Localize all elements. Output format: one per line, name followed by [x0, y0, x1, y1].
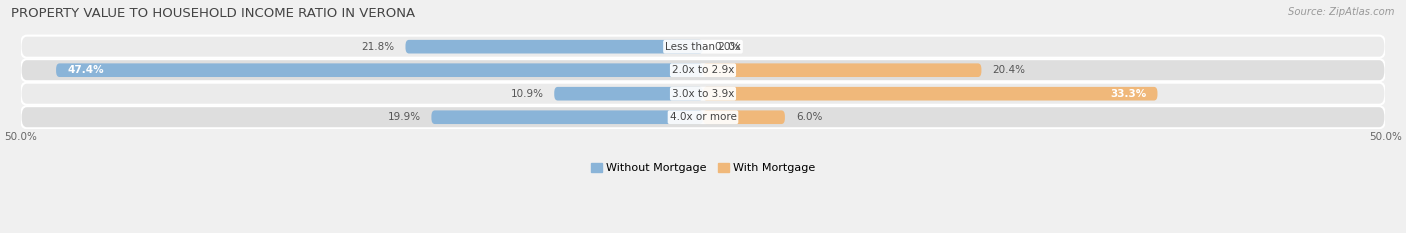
FancyBboxPatch shape — [21, 83, 1385, 105]
FancyBboxPatch shape — [432, 110, 703, 124]
Text: 10.9%: 10.9% — [510, 89, 543, 99]
FancyBboxPatch shape — [405, 40, 703, 54]
Text: Less than 2.0x: Less than 2.0x — [665, 42, 741, 52]
FancyBboxPatch shape — [703, 87, 1157, 100]
Text: 0.0%: 0.0% — [714, 42, 740, 52]
FancyBboxPatch shape — [21, 36, 1385, 58]
Text: 33.3%: 33.3% — [1111, 89, 1146, 99]
Text: PROPERTY VALUE TO HOUSEHOLD INCOME RATIO IN VERONA: PROPERTY VALUE TO HOUSEHOLD INCOME RATIO… — [11, 7, 415, 20]
FancyBboxPatch shape — [554, 87, 703, 100]
Legend: Without Mortgage, With Mortgage: Without Mortgage, With Mortgage — [591, 163, 815, 173]
Text: 3.0x to 3.9x: 3.0x to 3.9x — [672, 89, 734, 99]
FancyBboxPatch shape — [703, 63, 981, 77]
Text: 4.0x or more: 4.0x or more — [669, 112, 737, 122]
FancyBboxPatch shape — [703, 110, 785, 124]
Text: 21.8%: 21.8% — [361, 42, 395, 52]
Text: 2.0x to 2.9x: 2.0x to 2.9x — [672, 65, 734, 75]
Text: 19.9%: 19.9% — [388, 112, 420, 122]
FancyBboxPatch shape — [56, 63, 703, 77]
FancyBboxPatch shape — [21, 59, 1385, 81]
Text: 6.0%: 6.0% — [796, 112, 823, 122]
FancyBboxPatch shape — [21, 106, 1385, 128]
Text: 20.4%: 20.4% — [993, 65, 1025, 75]
Text: 47.4%: 47.4% — [67, 65, 104, 75]
Text: Source: ZipAtlas.com: Source: ZipAtlas.com — [1288, 7, 1395, 17]
